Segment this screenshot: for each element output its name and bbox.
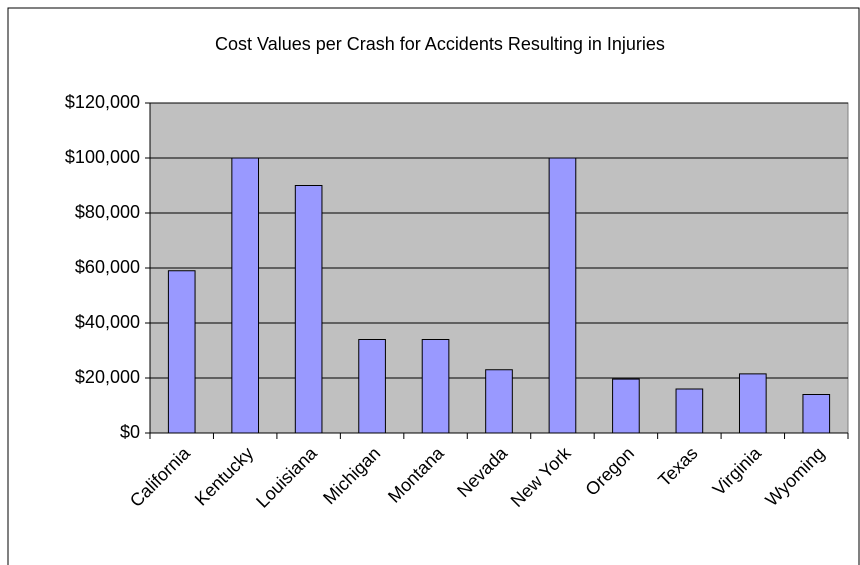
y-tick-label: $100,000: [65, 147, 140, 167]
bar: [421, 339, 450, 434]
y-tick-label: $0: [120, 422, 140, 442]
bar: [485, 369, 513, 434]
bar: [358, 339, 386, 434]
y-tick-label: $60,000: [75, 257, 140, 277]
y-tick-label: $120,000: [65, 92, 140, 112]
bar: [548, 157, 577, 434]
y-tick-label: $80,000: [75, 202, 140, 222]
bar: [231, 157, 260, 434]
bar: [802, 394, 831, 434]
bar: [294, 185, 323, 434]
bar: [675, 388, 704, 434]
y-tick-label: $40,000: [75, 312, 140, 332]
y-tick-label: $20,000: [75, 367, 140, 387]
bar: [167, 270, 196, 434]
bar: [738, 373, 767, 434]
bar: [612, 378, 640, 434]
chart-title: Cost Values per Crash for Accidents Resu…: [215, 34, 665, 54]
